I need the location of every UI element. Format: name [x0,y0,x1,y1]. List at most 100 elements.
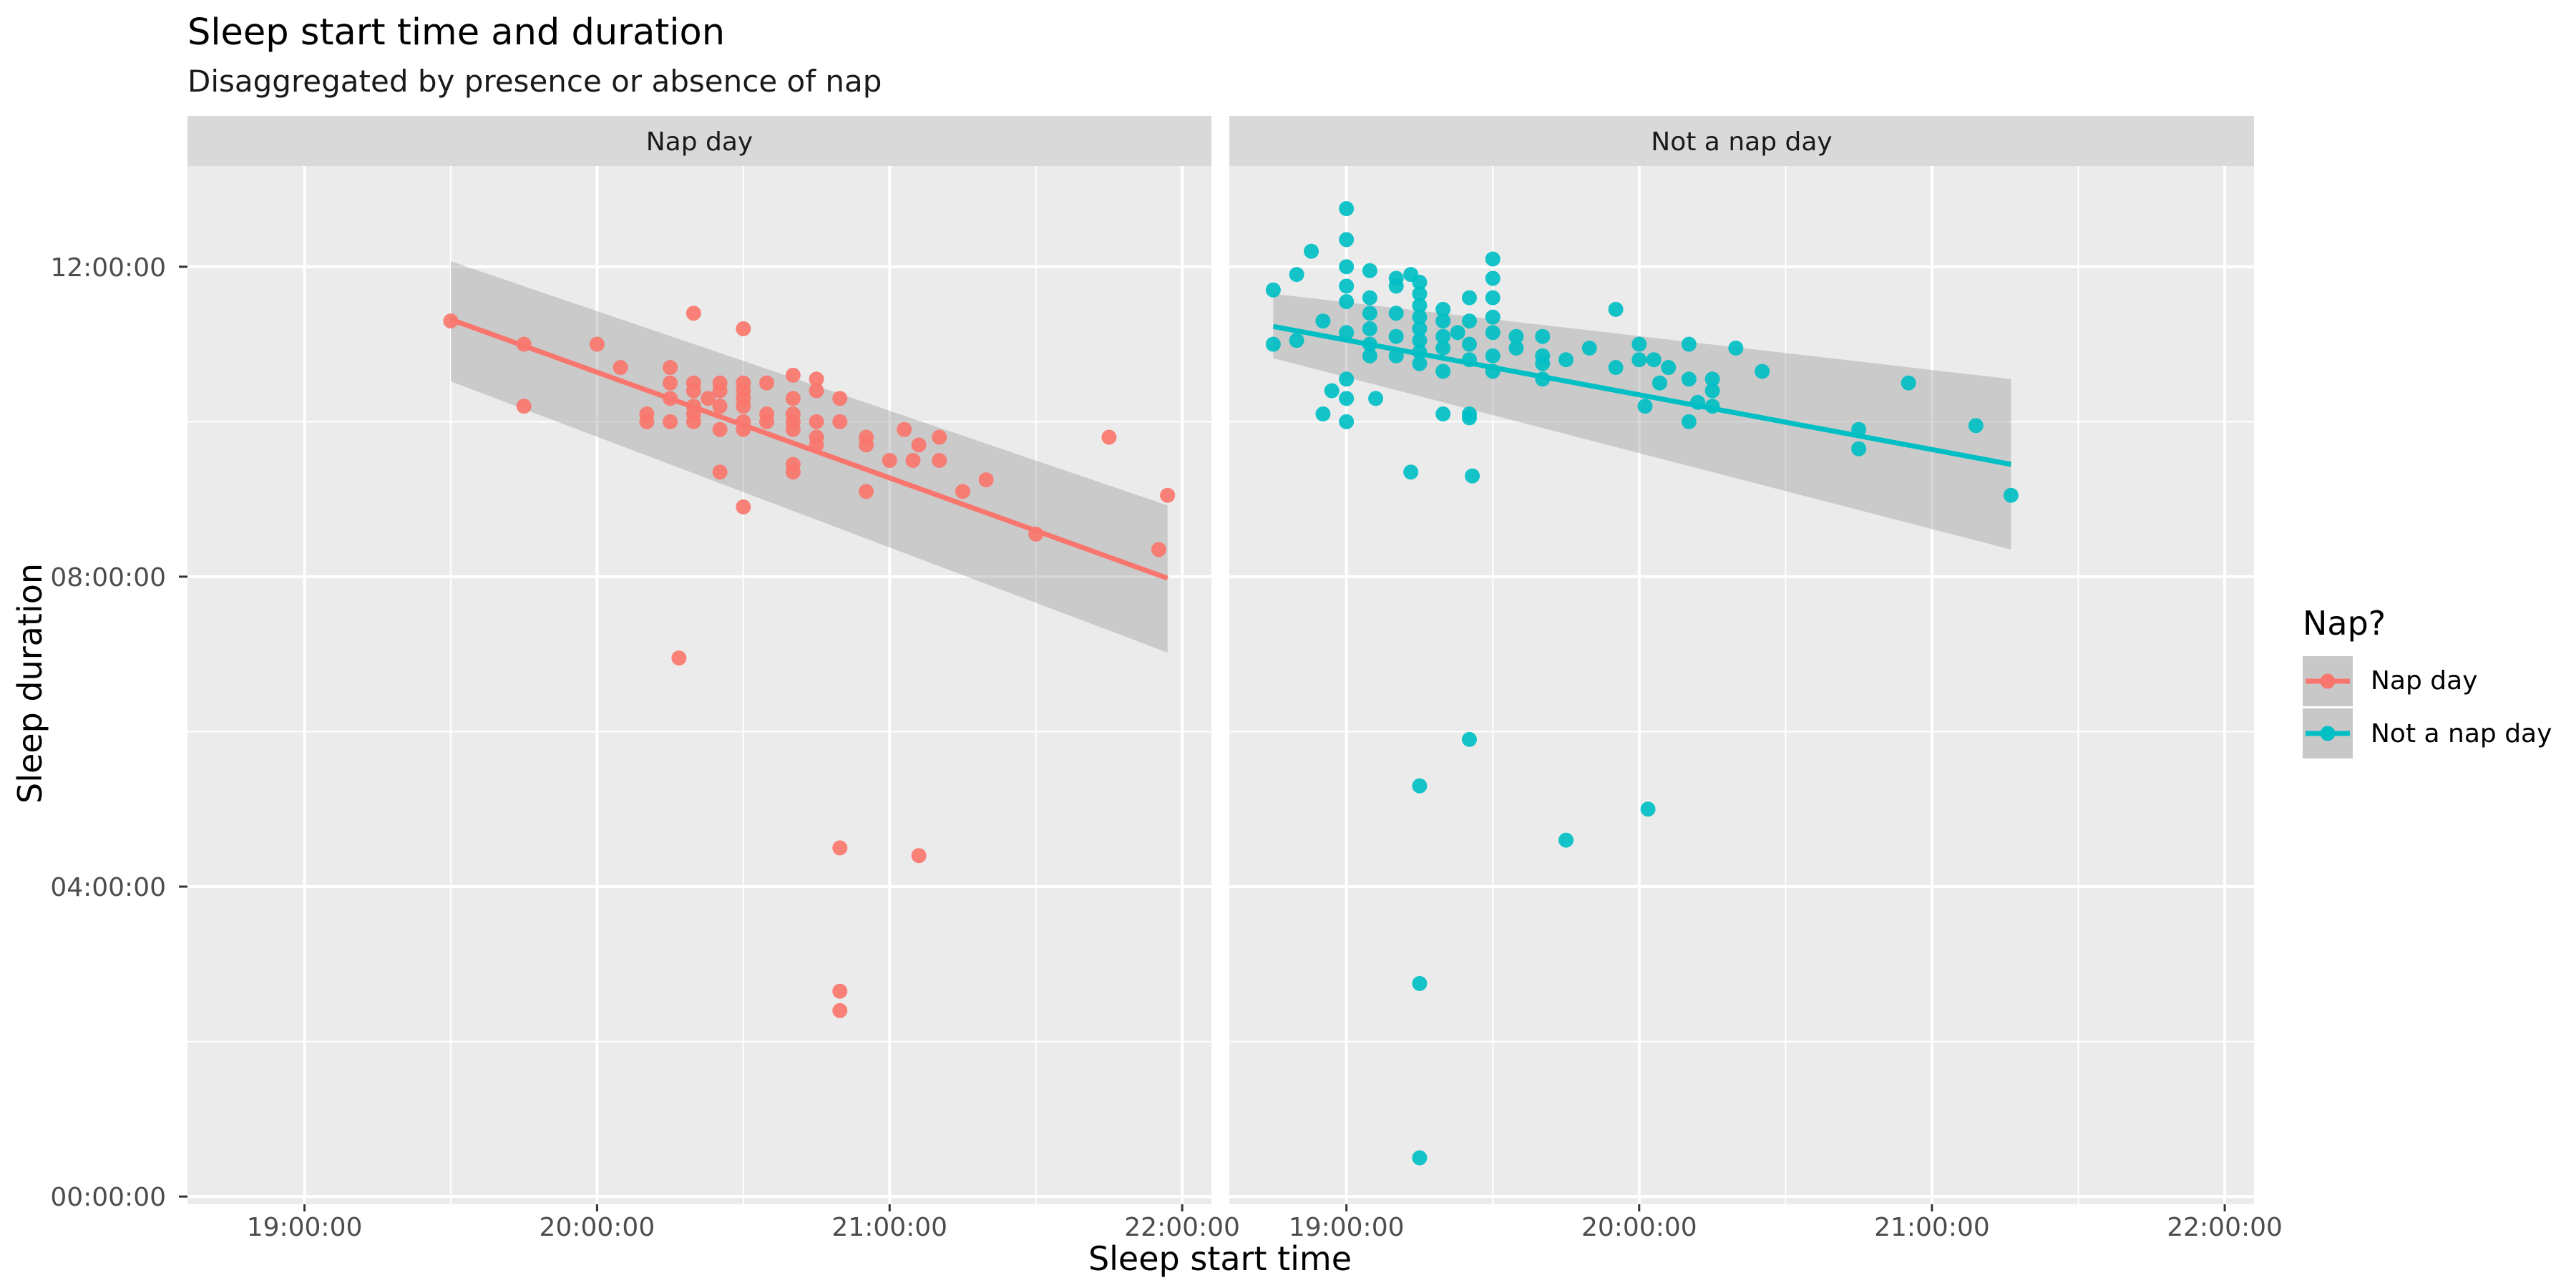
data-point [932,429,947,445]
data-point [1435,340,1451,356]
y-axis-title: Sleep duration [11,563,49,804]
data-point [1608,360,1624,376]
trend-line-path [1272,323,2012,467]
data-point [1646,352,1662,368]
x-axis-nap-day: 19:00:00 20:00:00 21:00:00 22:00:00 [247,1204,1240,1242]
data-point [1412,321,1428,336]
legend-label: Not a nap day [2371,719,2552,748]
x-tick-label: 21:00:00 [831,1213,947,1242]
y-tick-label: 12:00:00 [50,253,166,283]
data-point [1435,301,1451,317]
data-point [1652,375,1667,391]
data-point [736,399,751,414]
data-point [1362,290,1377,306]
data-point [759,375,775,391]
data-point [1485,325,1501,341]
data-point [1435,313,1451,329]
data-point [1339,278,1355,294]
data-point [1661,360,1677,376]
data-point [736,321,751,336]
data-point [1339,325,1355,341]
data-point [1265,336,1281,352]
confidence-band-area [450,261,1168,653]
data-point [1558,352,1574,368]
data-point [1681,371,1697,387]
data-point [1412,778,1428,794]
data-point [911,848,927,864]
data-point [1339,414,1355,429]
data-point [1412,356,1428,371]
data-point [1412,1150,1428,1166]
data-point [613,360,628,376]
x-tick-label: 19:00:00 [1289,1213,1405,1242]
data-point [1412,286,1428,302]
data-point [832,1002,848,1018]
data-point [832,983,848,999]
data-point [955,484,970,499]
data-point [1324,383,1340,399]
data-point [1681,336,1697,352]
data-point [832,840,848,856]
data-point [1581,340,1597,356]
x-axis-title: Sleep start time [1088,1239,1352,1278]
data-point [712,399,728,414]
legend-label: Nap day [2371,666,2478,696]
data-point [1461,731,1477,747]
data-point [1412,309,1428,325]
data-point [1461,313,1477,329]
data-point [1485,270,1501,286]
data-point [663,414,678,429]
data-point [1362,306,1377,321]
data-point [1160,487,1176,503]
data-point [1851,441,1867,457]
legend-key-not-a-nap-day [2303,708,2353,758]
y-tick-label: 08:00:00 [50,563,166,592]
data-point [1412,975,1428,991]
data-point [1368,391,1384,406]
data-point [859,484,874,499]
data-point [1485,348,1501,364]
data-point [1388,278,1404,294]
data-point [932,452,947,468]
x-tick-label: 20:00:00 [1581,1213,1697,1242]
data-point [712,383,728,399]
data-point [1728,340,1744,356]
chart-title: Sleep start time and duration [187,11,725,54]
data-point [1461,336,1477,352]
data-point [516,399,532,414]
data-point [1968,418,1984,434]
x-tick-label: 21:00:00 [1874,1213,1990,1242]
panel-nap-day: Nap day [187,116,1211,1204]
data-point [1289,333,1304,348]
data-point [809,383,824,399]
y-axis: 00:00:00 04:00:00 08:00:00 12:00:00 [50,253,187,1212]
grid-lines [187,166,1211,1204]
data-point [785,367,801,383]
data-point [1339,293,1355,309]
trend-line [449,317,1169,581]
data-point [1461,290,1477,306]
data-point [1265,282,1281,298]
panel-strip [187,116,1211,166]
x-tick-label: 22:00:00 [1124,1213,1240,1242]
x-tick-label: 20:00:00 [540,1213,655,1242]
y-tick-label: 04:00:00 [50,873,166,902]
data-point [785,464,801,480]
data-point [712,464,728,480]
data-point [736,499,751,514]
data-point [785,391,801,406]
legend-key-nap-day [2303,656,2353,706]
chart-subtitle: Disaggregated by presence or absence of … [187,64,882,99]
data-point [1508,340,1524,356]
data-point [1412,333,1428,348]
data-points [1265,201,2019,1166]
panel-strip [1229,116,2254,166]
data-point [589,336,605,352]
legend-key-point [2320,726,2336,741]
data-point [712,421,728,437]
panel-not-a-nap-day: Not a nap day [1229,116,2254,1204]
data-point [832,414,848,429]
data-point [1485,309,1501,325]
data-point [1362,263,1377,278]
